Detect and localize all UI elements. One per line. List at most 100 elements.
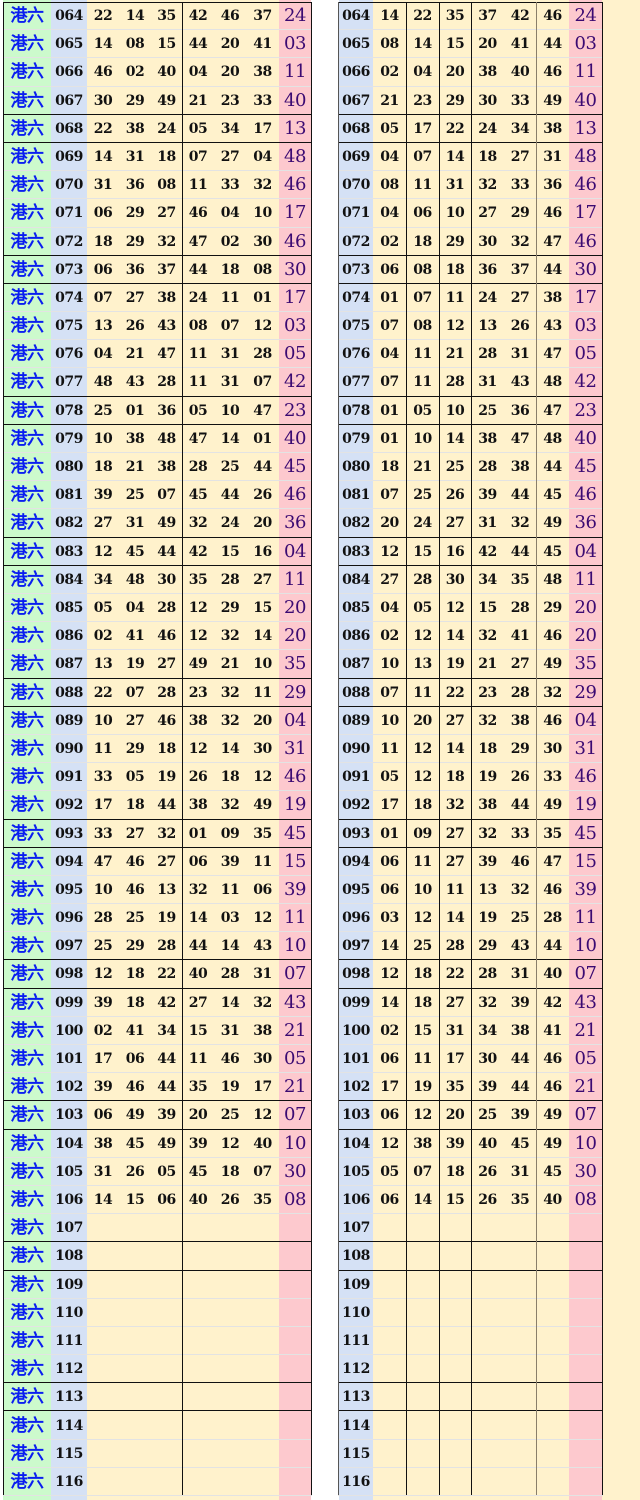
drawn-number: 19 [220, 1079, 240, 1096]
sorted-number: 04 [380, 148, 399, 165]
sorted-number: 47 [543, 402, 562, 419]
divider [311, 2, 312, 1495]
row-divider [3, 1466, 312, 1468]
drawn-number: 22 [93, 8, 113, 24]
divider [471, 2, 472, 1495]
special-number-sorted: 11 [574, 61, 597, 83]
drawn-number: 13 [93, 318, 113, 335]
lottery-label: 港六 [10, 1330, 45, 1351]
row-divider [3, 395, 312, 397]
row-divider [3, 141, 312, 143]
row-divider [3, 452, 312, 454]
sorted-number: 47 [510, 430, 530, 447]
drawn-number: 38 [125, 430, 145, 447]
table-row: 港六 070 31 36 08 11 33 32 46 070 08 11 31 32 33 36 46 [0, 171, 640, 200]
special-number: 29 [284, 681, 306, 703]
sorted-number: 26 [445, 487, 465, 504]
drawn-number: 46 [93, 64, 113, 81]
special-number: 11 [284, 907, 306, 929]
drawn-number: 11 [93, 740, 113, 757]
drawn-number: 38 [188, 797, 208, 814]
period-number: 079 [55, 430, 83, 447]
period-number-sorted: 116 [342, 1473, 370, 1490]
drawn-number: 44 [188, 261, 208, 278]
special-number-sorted: 35 [574, 653, 597, 675]
row-divider [338, 1410, 603, 1412]
sorted-number: 11 [413, 177, 432, 194]
drawn-number: 31 [220, 1022, 240, 1039]
drawn-number: 21 [220, 656, 240, 673]
sorted-number: 31 [543, 148, 562, 165]
row-divider [338, 1241, 603, 1243]
row-divider [338, 762, 603, 764]
drawn-number: 47 [188, 430, 208, 447]
drawn-number: 26 [220, 1191, 240, 1208]
period-number-sorted: 090 [342, 740, 370, 757]
sorted-number: 27 [445, 515, 465, 532]
sorted-number: 28 [478, 346, 497, 363]
drawn-number: 12 [188, 740, 208, 757]
sorted-number: 31 [445, 177, 465, 194]
drawn-number: 11 [253, 853, 272, 870]
special-number-sorted: 07 [574, 1104, 597, 1126]
sorted-number: 25 [445, 459, 465, 476]
sorted-number: 18 [445, 1163, 465, 1180]
sorted-number: 41 [510, 628, 530, 645]
period-number-sorted: 099 [342, 994, 370, 1011]
special-number: 30 [284, 1160, 306, 1182]
drawn-number: 27 [220, 148, 240, 165]
period-number-sorted: 078 [342, 402, 370, 419]
period-number: 106 [55, 1191, 83, 1208]
sorted-number: 32 [543, 684, 562, 701]
special-number: 45 [284, 456, 306, 478]
sorted-number: 10 [445, 205, 465, 222]
row-divider [338, 339, 603, 341]
table-row: 港六 088 22 07 28 23 32 11 29 088 07 11 22 23 28 32 29 [0, 679, 640, 707]
period-number-sorted: 084 [342, 571, 370, 588]
lottery-label: 港六 [10, 1077, 45, 1098]
period-number: 086 [55, 628, 83, 645]
drawn-number: 28 [220, 571, 240, 588]
sorted-number: 49 [543, 515, 562, 532]
sorted-number: 29 [478, 938, 497, 955]
sorted-number: 03 [380, 910, 399, 927]
special-number-sorted: 29 [574, 681, 597, 703]
row-divider [3, 282, 312, 284]
drawn-number: 05 [188, 120, 208, 137]
sorted-number: 39 [510, 994, 530, 1011]
sorted-number: 29 [445, 92, 465, 109]
sorted-number: 42 [543, 994, 562, 1011]
divider [602, 2, 603, 1495]
drawn-number: 25 [93, 938, 113, 955]
drawn-number: 17 [93, 797, 113, 814]
drawn-number: 40 [188, 966, 208, 983]
period-number-sorted: 105 [342, 1163, 370, 1180]
row-divider [338, 536, 603, 538]
sorted-number: 27 [510, 656, 530, 673]
sorted-number: 31 [510, 966, 530, 983]
sorted-number: 12 [380, 1135, 399, 1152]
special-number: 05 [284, 343, 306, 365]
special-number: 19 [284, 794, 306, 816]
drawn-number: 35 [188, 1079, 208, 1096]
drawn-number: 35 [188, 571, 208, 588]
drawn-number: 47 [93, 853, 113, 870]
drawn-number: 10 [253, 656, 272, 673]
period-number: 069 [55, 148, 83, 165]
drawn-number: 34 [220, 120, 240, 137]
sorted-number: 37 [510, 261, 530, 278]
row-divider [3, 1184, 312, 1186]
sorted-number: 32 [478, 825, 497, 842]
drawn-number: 18 [93, 233, 113, 250]
period-number: 102 [55, 1079, 83, 1096]
sorted-number: 15 [445, 1191, 465, 1208]
sorted-number: 46 [543, 712, 562, 729]
sorted-number: 10 [380, 656, 399, 673]
sorted-number: 28 [510, 684, 530, 701]
divider [439, 2, 440, 1495]
sorted-number: 11 [413, 853, 432, 870]
period-number: 077 [55, 374, 83, 391]
row-divider [338, 198, 603, 200]
period-number-sorted: 113 [342, 1389, 370, 1406]
drawn-number: 25 [220, 1107, 240, 1124]
